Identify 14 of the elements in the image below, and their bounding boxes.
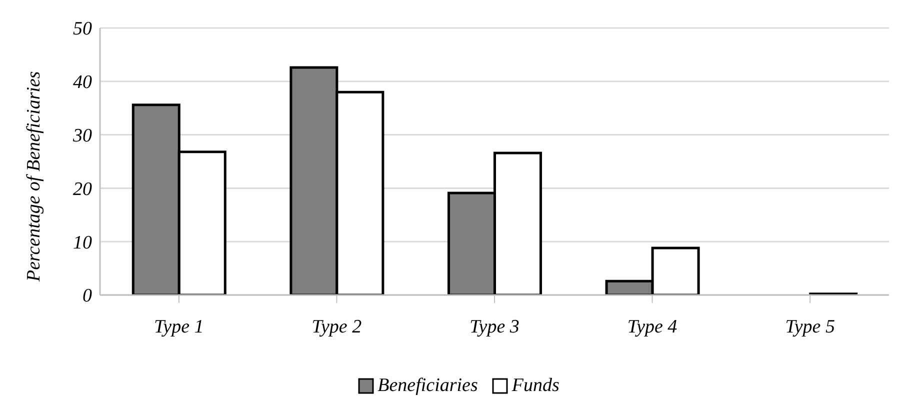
x-tick-label: Type 5 <box>785 316 835 338</box>
legend-label: Beneficiaries <box>378 375 478 397</box>
y-tick-label: 20 <box>73 178 92 200</box>
y-tick-label: 40 <box>73 72 92 94</box>
x-tick-label: Type 1 <box>154 316 204 338</box>
y-axis-title: Percentage of Beneficiaries <box>24 71 45 282</box>
x-tick-label: Type 4 <box>627 316 678 338</box>
y-tick-label: 10 <box>73 232 92 254</box>
legend-label: Funds <box>512 375 560 397</box>
x-tick-label: Type 3 <box>470 316 520 338</box>
x-tick-label: Type 2 <box>312 316 362 338</box>
y-tick-label: 50 <box>73 18 92 40</box>
y-tick-label: 30 <box>72 126 92 147</box>
y-tick-label: 0 <box>82 286 92 307</box>
